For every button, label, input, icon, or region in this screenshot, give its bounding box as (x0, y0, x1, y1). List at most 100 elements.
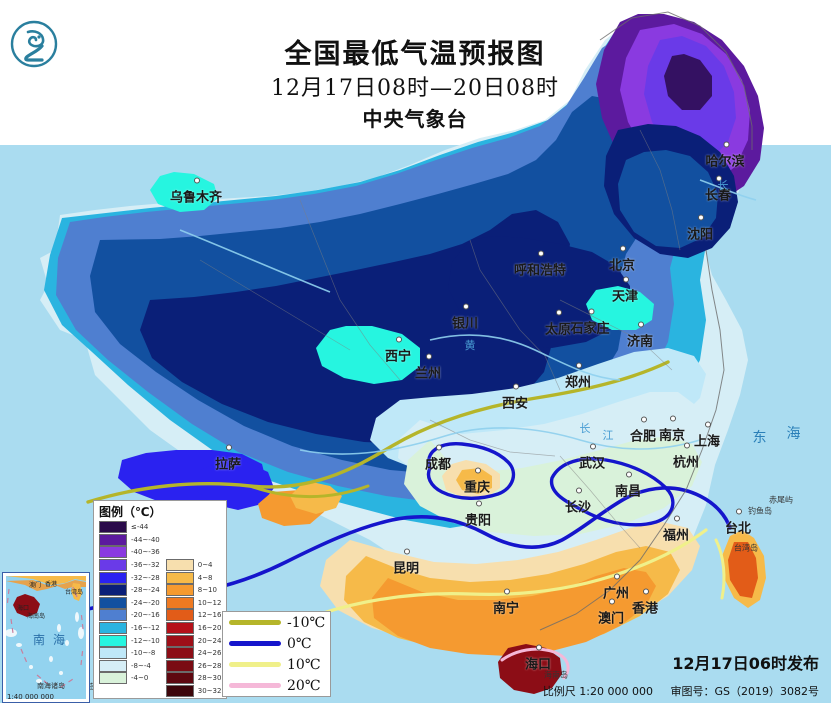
sea-label-text: 海 (786, 426, 806, 442)
isotherm-line-sample (229, 620, 281, 625)
city-marker-dot (589, 443, 596, 450)
legend-cold-row: -8~-4 (99, 659, 160, 673)
legend-cold-label: -12~-10 (131, 636, 160, 645)
legend-warm-swatch (165, 634, 194, 647)
city-label-贵阳: 贵阳 (465, 500, 491, 529)
city-marker-dot (704, 421, 711, 428)
legend-cold-label: -24~-20 (131, 598, 160, 607)
city-label-拉萨-text: 拉萨 (214, 457, 242, 473)
island-label-钓鱼岛: 钓鱼岛 (748, 506, 772, 517)
isotherm-lines (16, 360, 732, 680)
isotherm-label: 20℃ (287, 677, 321, 694)
legend-cold-label: -40~-36 (131, 548, 160, 557)
legend-warm-swatch (165, 584, 194, 597)
inset-sea-label: 南海 (33, 633, 74, 647)
city-marker-dot (608, 598, 615, 605)
city-marker-dot (619, 245, 626, 252)
city-marker-dot (715, 175, 722, 182)
cold-zone-layers (44, 14, 766, 694)
city-label-西安-text: 西安 (501, 396, 529, 412)
city-label-西宁-text: 西宁 (384, 349, 412, 365)
legend-warm-swatch (165, 622, 194, 635)
legend-warm-row: 30~32 (165, 685, 221, 698)
city-label-香港: 香港 (631, 588, 659, 617)
river-label-text: 江 (602, 429, 614, 442)
legend-cold-label: -10~-8 (131, 649, 156, 658)
legend-cold-column: ≤-44 -44~-40 -40~-36 -36~-32 -32~-28 -28~-24 -… (99, 521, 160, 697)
temperature-legend: 图例（℃） ≤-44 -44~-40 -40~-36 -36~-32 -32~-28 -2… (93, 500, 227, 699)
city-label-重庆: 重庆 (463, 467, 491, 496)
legend-cold-swatch (99, 634, 127, 647)
river-label: 江 (603, 427, 614, 443)
legend-warm-row: 8~10 (165, 584, 222, 597)
city-label-石家庄-text: 石家庄 (570, 321, 610, 337)
city-label-北京-text: 北京 (608, 258, 636, 274)
city-label-银川-text: 银川 (451, 316, 479, 332)
city-label-济南: 济南 (627, 321, 653, 350)
south-china-sea-inset: 南海 南海诸岛 海口 海南岛 澳门 香港 台湾岛 1:40 000 000 (2, 572, 90, 703)
legend-cold-swatch (99, 672, 127, 685)
sea-label: 海 (787, 423, 806, 443)
city-marker-dot (735, 508, 742, 515)
island-label-钓鱼岛-text: 钓鱼岛 (748, 506, 772, 516)
city-marker-dot (537, 250, 544, 257)
city-label-昆明-text: 昆明 (392, 561, 420, 577)
release-time: 12月17日06时发布 (672, 654, 819, 673)
legend-warm-label: 20~24 (197, 636, 222, 645)
city-marker-dot (625, 471, 632, 478)
isotherm-legend-row: 0℃ (223, 633, 330, 654)
city-label-上海: 上海 (693, 421, 721, 450)
isotherm-legend: -10℃ 0℃ 10℃ 20℃ (222, 611, 331, 697)
city-label-海口-text: 海口 (524, 657, 552, 673)
isotherm-legend-row: 10℃ (223, 654, 330, 675)
city-label-太原: 太原 (544, 309, 572, 338)
isotherm-legend-row: -10℃ (223, 612, 330, 633)
legend-warm-label: 24~26 (197, 649, 222, 658)
forecast-period: 12月17日08时—20日08时 (271, 75, 559, 101)
legend-warm-swatch (165, 672, 194, 685)
sea-label-text: 东 (752, 430, 772, 446)
city-label-西安: 西安 (501, 383, 529, 412)
city-marker-dot (683, 442, 690, 449)
legend-cold-row: -40~-36 (99, 546, 160, 559)
city-marker-dot (425, 353, 432, 360)
city-label-郑州: 郑州 (564, 362, 592, 391)
legend-warm-label: 8~10 (197, 586, 217, 595)
legend-cold-row: -16~-12 (99, 622, 160, 635)
city-label-兰州: 兰州 (415, 353, 441, 382)
city-marker-dot (722, 141, 729, 148)
legend-title: 图例（℃） (99, 505, 162, 519)
island-label-台湾岛-text: 台湾岛 (734, 543, 758, 553)
inset-city-hongkong: 香港 (45, 581, 58, 588)
city-label-长春: 长春 (704, 175, 732, 204)
river-label: 长 (718, 177, 729, 193)
isotherm-line-sample (229, 683, 281, 688)
island-label-海南岛: 海南岛 (544, 670, 568, 681)
city-label-武汉-text: 武汉 (578, 456, 606, 472)
inset-label-hainan-island: 海南岛 (27, 613, 46, 620)
city-label-香港-text: 香港 (631, 601, 659, 617)
city-label-天津-text: 天津 (611, 289, 639, 305)
legend-cold-row: -44~-40 (99, 533, 160, 547)
isotherm-label: 0℃ (287, 635, 312, 652)
inset-city-haikou: 海口 (17, 605, 30, 612)
city-label-长春-text: 长春 (704, 188, 732, 204)
city-label-福州-text: 福州 (662, 528, 690, 544)
legend-warm-row: 4~8 (165, 571, 222, 584)
map-scale-text: 比例尺 1:20 000 000 (542, 685, 653, 698)
coastline (539, 11, 753, 631)
city-label-澳门-text: 澳门 (597, 611, 625, 627)
city-label-成都: 成都 (424, 444, 452, 473)
city-label-太原-text: 太原 (544, 322, 572, 338)
city-label-南京-text: 南京 (658, 428, 686, 444)
city-label-成都-text: 成都 (424, 457, 452, 473)
city-label-福州: 福州 (662, 515, 690, 544)
river-label-text: 长 (717, 179, 729, 192)
city-marker-dot (193, 177, 200, 184)
legend-cold-swatch (99, 622, 127, 635)
city-label-郑州-text: 郑州 (564, 375, 592, 391)
city-label-重庆-text: 重庆 (463, 480, 491, 496)
isotherm-label: 10℃ (287, 656, 321, 673)
city-label-上海-text: 上海 (693, 434, 721, 450)
